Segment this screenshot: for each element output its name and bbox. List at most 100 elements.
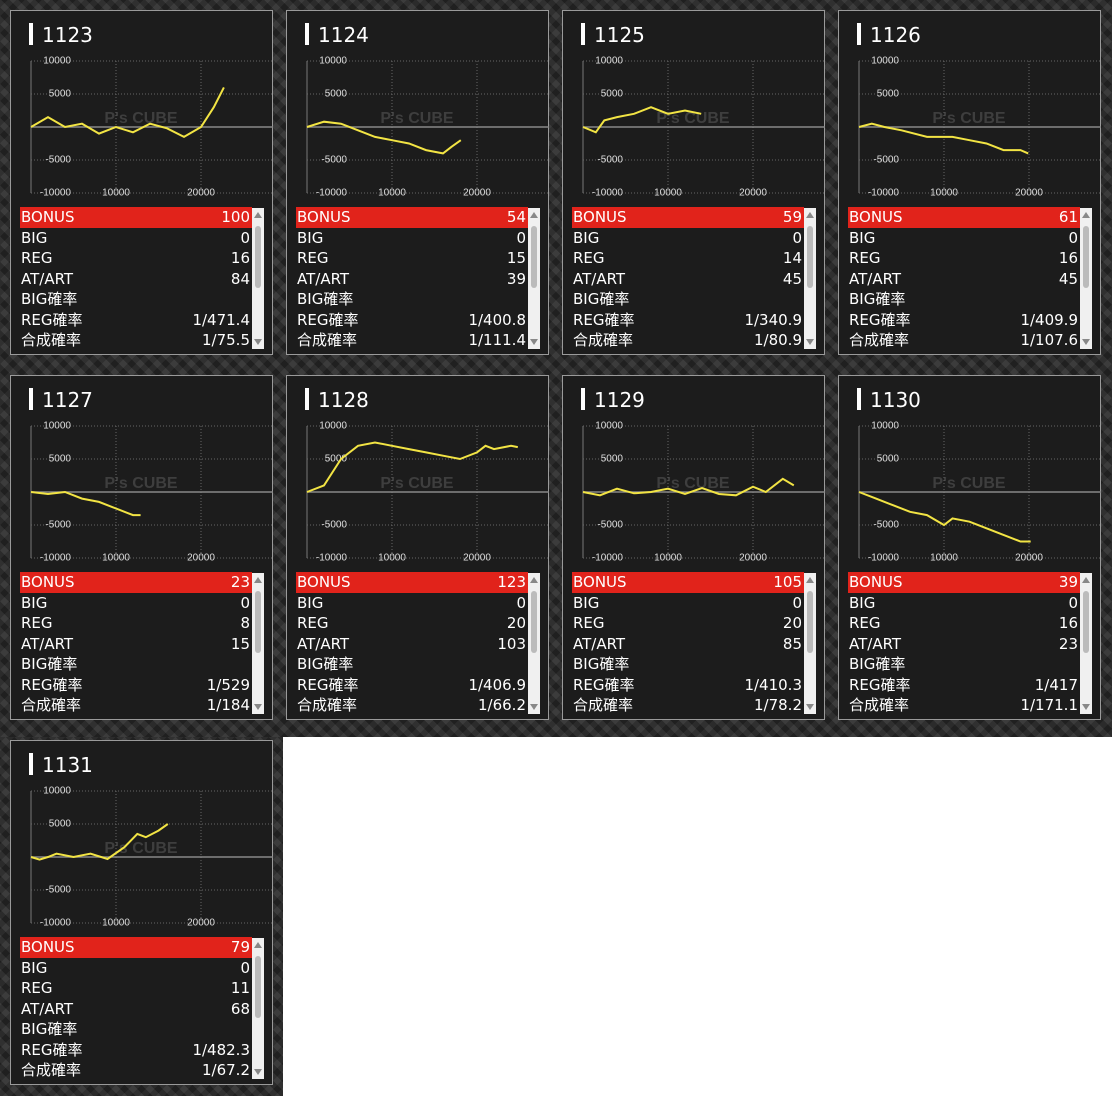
stats-label: BONUS: [21, 938, 75, 956]
stats-label: AT/ART: [573, 269, 626, 288]
stats-value: 45: [782, 269, 802, 288]
x-tick-label: 20000: [463, 188, 491, 199]
stats-value: 123: [497, 573, 526, 591]
stats-label: AT/ART: [297, 634, 350, 653]
y-tick-label: 10000: [871, 56, 899, 67]
stats-value: 1/78.2: [754, 696, 802, 714]
watermark: P's CUBE: [656, 110, 729, 127]
stats-label: BONUS: [21, 573, 75, 591]
x-tick-label: 10000: [102, 188, 130, 199]
x-tick-label: 10000: [930, 553, 958, 564]
stats-value: 1/410.3: [744, 675, 802, 694]
title-bar: [29, 388, 33, 410]
stats-value: 11: [230, 979, 250, 997]
scroll-down: [1082, 704, 1090, 710]
title-bar: [857, 23, 861, 45]
stats-row: REG確率 1/417: [848, 675, 1080, 696]
y-tick-label: -5000: [873, 520, 899, 531]
title-bar: [857, 388, 861, 410]
stats-row: AT/ART 15: [20, 634, 252, 655]
x-tick-label: 10000: [654, 188, 682, 199]
y-tick-label: -10000: [868, 188, 900, 199]
stats-label: REG確率: [21, 1040, 83, 1059]
stats-label: AT/ART: [849, 634, 902, 653]
stats-row: BIG確率: [572, 654, 804, 675]
machine-panel: 1126 10000 5000 -5000 -10000 10000 20000 P's CU…: [838, 10, 1101, 355]
stats-row: BONUS 123: [296, 572, 528, 593]
scrollbar: [252, 938, 264, 1079]
stats-table: BONUS 100 BIG 0 REG 16 AT/ART 84 BIG確率 REG確率 1/471…: [20, 207, 252, 351]
stats-row: REG 14: [572, 248, 804, 269]
stats-value: 0: [1068, 593, 1078, 612]
stats-row: REG 20: [572, 613, 804, 634]
stats-row: BIG 0: [296, 593, 528, 614]
stats-row: AT/ART 39: [296, 269, 528, 290]
x-tick-label: 20000: [187, 553, 215, 564]
stats-value: 54: [506, 208, 526, 226]
scroll-thumb: [807, 226, 813, 288]
stats-label: BIG: [21, 593, 48, 612]
stats-value: 39: [1058, 573, 1078, 591]
stats-label: REG: [21, 249, 53, 267]
chart: 10000 5000 -5000 -10000 10000 20000 P's CUBE: [582, 421, 825, 564]
scrollbar: [1080, 208, 1092, 349]
stats-table: BONUS 61 BIG 0 REG 16 AT/ART 45 BIG確率 REG確率 1/409.…: [848, 207, 1080, 351]
machine-number: 1129: [594, 388, 645, 412]
stats-value: 1/529: [206, 675, 250, 694]
chart: 10000 5000 -5000 -10000 10000 20000 P's CUBE: [582, 56, 825, 199]
scroll-thumb: [531, 591, 537, 653]
y-tick-label: -10000: [40, 918, 72, 929]
stats-row: REG確率 1/529: [20, 675, 252, 696]
stats-row: BIG 0: [848, 228, 1080, 249]
y-tick-label: 5000: [49, 819, 72, 830]
y-tick-label: 5000: [877, 454, 900, 465]
scroll-thumb: [531, 226, 537, 288]
stats-row: REG確率 1/400.8: [296, 310, 528, 331]
y-tick-label: 10000: [43, 786, 71, 797]
stats-value: 20: [782, 614, 802, 632]
title-bar: [29, 753, 33, 775]
watermark: P's CUBE: [380, 110, 453, 127]
y-tick-label: -10000: [40, 188, 72, 199]
data-line: [30, 490, 141, 517]
scroll-down: [254, 704, 262, 710]
stats-row: BIG確率: [572, 289, 804, 310]
chart: 10000 5000 -5000 -10000 10000 20000 P's CUBE: [306, 421, 549, 564]
scroll-thumb: [1083, 226, 1089, 288]
scroll-up: [1082, 212, 1090, 218]
x-tick-label: 20000: [187, 188, 215, 199]
stats-value: 16: [1058, 249, 1078, 267]
stats-row: BONUS 23: [20, 572, 252, 593]
stats-row: 合成確率 1/107.6: [848, 330, 1080, 351]
scroll-down: [806, 339, 814, 345]
stats-value: 79: [230, 938, 250, 956]
stats-label: AT/ART: [21, 634, 74, 653]
stats-table: BONUS 39 BIG 0 REG 16 AT/ART 23 BIG確率 REG確率 1/417 合…: [848, 572, 1080, 716]
title-bar: [581, 23, 585, 45]
scroll-thumb: [255, 591, 261, 653]
stats-label: BIG確率: [573, 655, 630, 673]
stats-label: BONUS: [573, 573, 627, 591]
stats-row: BIG確率: [296, 289, 528, 310]
data-line: [582, 477, 795, 497]
stats-label: BONUS: [573, 208, 627, 226]
data-line: [858, 122, 1029, 155]
stats-row: BIG確率: [20, 289, 252, 310]
data-line: [582, 106, 702, 134]
stats-label: REG: [297, 614, 329, 632]
stats-value: 0: [516, 593, 526, 612]
stats-value: 15: [230, 634, 250, 653]
stats-label: REG: [21, 979, 53, 997]
data-line: [306, 441, 518, 493]
stats-row: 合成確率 1/66.2: [296, 695, 528, 716]
machine-panel: 1124 10000 5000 -5000 -10000 10000 20000 P's CU…: [286, 10, 549, 355]
stats-value: 45: [1058, 269, 1078, 288]
stats-label: REG: [573, 249, 605, 267]
stats-row: BIG確率: [848, 654, 1080, 675]
stats-label: 合成確率: [297, 331, 358, 349]
stats-row: REG 15: [296, 248, 528, 269]
stats-label: 合成確率: [573, 331, 634, 349]
stats-value: 8: [240, 614, 250, 632]
stats-row: BIG 0: [296, 228, 528, 249]
